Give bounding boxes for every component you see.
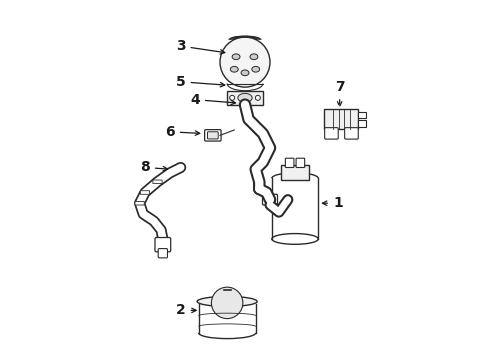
FancyBboxPatch shape xyxy=(285,158,294,167)
FancyBboxPatch shape xyxy=(207,132,218,139)
Circle shape xyxy=(211,287,243,319)
FancyBboxPatch shape xyxy=(325,128,338,139)
Text: 1: 1 xyxy=(322,196,343,210)
FancyBboxPatch shape xyxy=(205,130,221,141)
FancyBboxPatch shape xyxy=(263,194,277,205)
Text: 6: 6 xyxy=(165,125,200,139)
Circle shape xyxy=(220,37,270,87)
FancyBboxPatch shape xyxy=(358,120,367,127)
Text: 7: 7 xyxy=(335,80,344,106)
FancyBboxPatch shape xyxy=(296,158,305,167)
Text: 4: 4 xyxy=(190,93,236,107)
Ellipse shape xyxy=(238,93,252,102)
Circle shape xyxy=(255,95,260,100)
Ellipse shape xyxy=(241,70,249,76)
FancyBboxPatch shape xyxy=(153,180,162,184)
Text: 3: 3 xyxy=(176,39,225,54)
FancyBboxPatch shape xyxy=(158,249,168,258)
Ellipse shape xyxy=(197,296,257,306)
FancyBboxPatch shape xyxy=(358,112,367,118)
FancyBboxPatch shape xyxy=(155,238,171,252)
Ellipse shape xyxy=(250,54,258,60)
FancyBboxPatch shape xyxy=(227,91,263,105)
FancyBboxPatch shape xyxy=(324,109,358,129)
Ellipse shape xyxy=(252,66,260,72)
FancyBboxPatch shape xyxy=(281,165,309,180)
FancyBboxPatch shape xyxy=(135,202,144,205)
Circle shape xyxy=(230,95,235,100)
Text: 8: 8 xyxy=(140,161,168,175)
Text: 5: 5 xyxy=(176,75,225,89)
Ellipse shape xyxy=(232,54,240,60)
FancyBboxPatch shape xyxy=(344,128,358,139)
FancyBboxPatch shape xyxy=(140,191,149,194)
Ellipse shape xyxy=(230,66,238,72)
Text: 2: 2 xyxy=(176,303,196,318)
